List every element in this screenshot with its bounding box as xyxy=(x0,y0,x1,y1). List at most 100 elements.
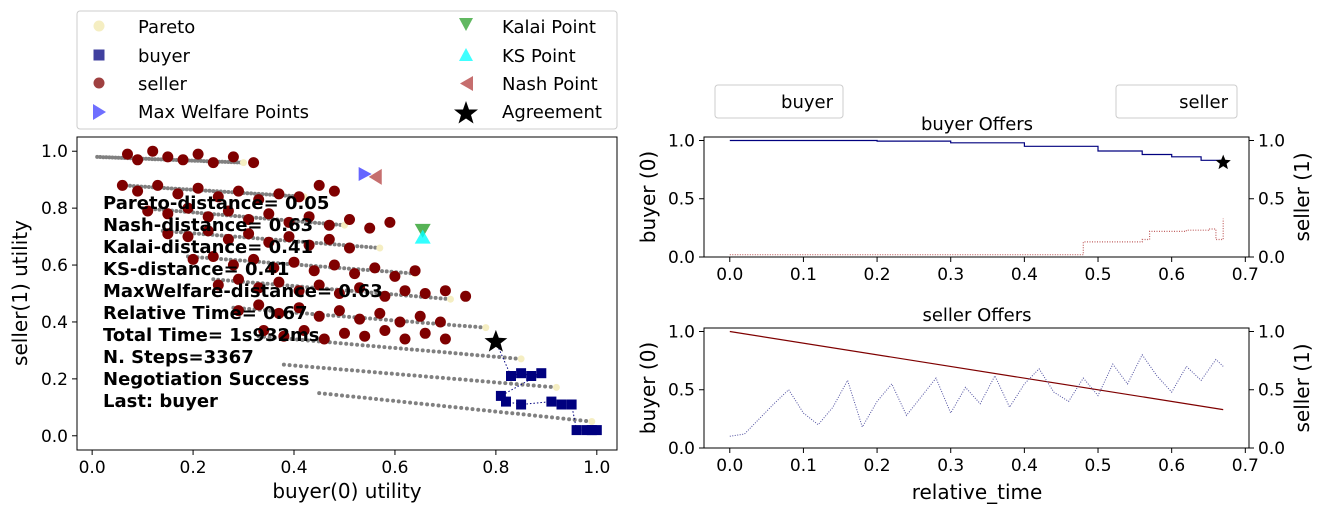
outcome-point xyxy=(305,285,310,290)
outcome-point xyxy=(216,212,221,217)
outcome-point xyxy=(521,412,526,417)
seller-offer-point xyxy=(293,191,305,203)
seller-offer-point xyxy=(399,333,411,345)
outcome-point xyxy=(533,413,537,418)
outcome-point xyxy=(116,155,121,160)
outcome-point xyxy=(319,241,323,246)
legend-seller-label: seller xyxy=(138,74,188,95)
outcome-point xyxy=(333,366,337,371)
outcome-point xyxy=(364,290,369,295)
outcome-point xyxy=(503,381,508,386)
outcome-point xyxy=(285,283,290,288)
outcome-point xyxy=(463,377,468,382)
outcome-point xyxy=(285,262,290,266)
seller-offers-x-tick-label: 0.7 xyxy=(1232,456,1259,476)
outcome-point xyxy=(404,319,409,324)
seller-offers-y-tick-label: 1.0 xyxy=(668,322,695,342)
outcome-point xyxy=(245,191,250,196)
seller-offer-point xyxy=(122,148,133,160)
outcome-point xyxy=(322,391,327,396)
outcome-point xyxy=(368,245,373,250)
outcome-point xyxy=(153,207,158,212)
outcome-point xyxy=(431,349,436,354)
legend-frame xyxy=(76,10,618,130)
outcome-point xyxy=(284,309,288,314)
outcome-point xyxy=(296,219,301,224)
outcome-point xyxy=(317,391,322,396)
outcome-point xyxy=(355,342,360,347)
outcome-point xyxy=(382,345,387,350)
outcome-point xyxy=(107,155,112,160)
outcome-point xyxy=(169,186,174,191)
outcome-point xyxy=(215,233,219,238)
buyer-offer-point xyxy=(566,399,577,410)
seller-offer-point xyxy=(349,268,361,280)
outcome-point xyxy=(391,398,396,403)
buyer-offers-x-tick-label: 0.3 xyxy=(937,265,964,285)
outcome-point xyxy=(226,190,231,194)
seller-offers-x-tick-label: 0.1 xyxy=(790,456,817,476)
pareto-point xyxy=(447,295,454,303)
outcome-point xyxy=(264,192,269,197)
outcome-point xyxy=(442,350,447,355)
utility-x-tick-label: 0.0 xyxy=(79,458,106,478)
outcome-point xyxy=(144,156,148,161)
outcome-point xyxy=(304,364,309,369)
outcome-point xyxy=(480,353,485,358)
seller-offer-point xyxy=(207,157,219,169)
buyer-offers-x-tick-label: 0.4 xyxy=(1011,265,1038,285)
seller-offer-point xyxy=(248,157,260,169)
pareto-point xyxy=(482,324,490,332)
outcome-point xyxy=(341,314,346,319)
outcome-point xyxy=(328,392,333,397)
seller-offers-ticks: 0.0 0.1 0.2 0.3 0.4 0.5 0.6 0.70.00.51.00.00.51… xyxy=(668,322,1285,476)
seller-offer-point xyxy=(268,262,280,274)
seller-offer-point xyxy=(253,282,265,294)
outcome-point xyxy=(355,368,360,373)
seller-offer-point xyxy=(379,325,391,336)
buyer-offer-point xyxy=(516,368,527,379)
outcome-point xyxy=(314,241,319,245)
stat-negotiation-result: Negotiation Success xyxy=(103,369,309,390)
seller-offer-point xyxy=(303,211,315,223)
buyer-offers-agreement-marker xyxy=(1215,154,1231,170)
outcome-point xyxy=(408,293,413,298)
outcome-point xyxy=(487,408,492,413)
outcome-point xyxy=(433,295,438,300)
buyer-offers-x-tick-label: 0.5 xyxy=(1084,265,1111,285)
buyer-offers-legend-buyer: buyer xyxy=(781,92,834,113)
outcome-point xyxy=(250,280,255,285)
outcome-point xyxy=(404,347,409,351)
outcome-point xyxy=(396,399,401,404)
outcome-point xyxy=(403,270,408,275)
outcome-point xyxy=(345,394,350,399)
outcome-point xyxy=(384,371,389,376)
outcome-point xyxy=(95,154,100,159)
outcome-point xyxy=(128,183,132,188)
outcome-point xyxy=(263,308,267,313)
outcome-point xyxy=(440,375,445,380)
outcome-point xyxy=(219,257,224,261)
outcome-point xyxy=(349,342,354,347)
buyer-offers-y-tick-label-right: 0.0 xyxy=(1258,248,1285,268)
utility-y-tick-label: 1.0 xyxy=(41,142,68,162)
seller-offers-x-tick-label: 0.2 xyxy=(864,456,891,476)
outcome-point xyxy=(389,318,394,323)
seller-offers-y-label: buyer (0) xyxy=(636,342,660,434)
outcome-point xyxy=(255,236,260,241)
seller-offer-point xyxy=(384,216,396,228)
outcome-point xyxy=(338,341,343,346)
outcome-point xyxy=(184,187,189,192)
buyer-offers-plot: buyer seller buyer Offers 0.0 0.1 0.2 0.3 0.… xyxy=(636,84,1314,285)
pareto-point xyxy=(517,355,525,363)
outcome-point xyxy=(361,267,366,272)
outcome-point xyxy=(150,157,155,162)
seller-offer-point xyxy=(162,228,174,240)
seller-offer-point xyxy=(394,316,406,328)
seller-offer-point xyxy=(399,285,411,297)
outcome-point xyxy=(331,313,336,318)
outcome-point xyxy=(188,187,193,192)
outcome-point xyxy=(509,381,513,386)
outcome-point xyxy=(192,158,197,163)
ks-point xyxy=(414,229,431,244)
